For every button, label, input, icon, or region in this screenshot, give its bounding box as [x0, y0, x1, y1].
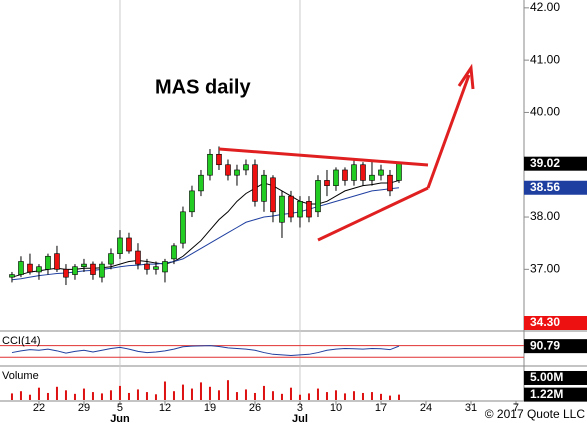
x-tick-label: 26 — [249, 402, 261, 414]
price-tag-label: 38.56 — [530, 180, 560, 194]
candle-body — [144, 263, 150, 270]
cci-tag — [524, 339, 587, 354]
candle-body — [225, 164, 231, 176]
candle-body — [90, 263, 96, 275]
candle-body — [81, 263, 87, 268]
x-tick-label: 5 — [117, 402, 123, 414]
cci-line — [11, 345, 400, 356]
candle-body — [180, 211, 186, 244]
x-tick-label: 22 — [33, 402, 45, 414]
candle-body — [207, 153, 213, 176]
candle-body — [369, 174, 375, 181]
price-tag — [524, 180, 587, 195]
candle-body — [378, 169, 384, 176]
y-tick-label: 40.00 — [530, 105, 560, 119]
month-label: Jun — [110, 413, 130, 423]
candle-body — [297, 201, 303, 218]
candle-body — [270, 177, 276, 213]
candle-body — [396, 163, 402, 181]
chart-title: MAS daily — [155, 76, 251, 98]
candle-body — [279, 195, 285, 223]
support-line — [317, 186, 429, 242]
y-tick-label: 42.00 — [530, 0, 560, 14]
x-tick-label: 24 — [420, 402, 432, 414]
candle-body — [315, 180, 321, 213]
candle-body — [189, 190, 195, 213]
candle-body — [324, 180, 330, 186]
trend-annotation — [218, 63, 475, 242]
x-tick-label: 17 — [375, 402, 387, 414]
y-tick-label: 37.00 — [530, 262, 560, 276]
candle-body — [306, 201, 312, 218]
candle-body — [153, 266, 159, 270]
candle-body — [72, 266, 78, 275]
candle-body — [117, 237, 123, 254]
candle-body — [135, 250, 141, 265]
price-tag-label: 34.30 — [530, 315, 560, 329]
candle-body — [45, 255, 51, 270]
candle-body — [252, 164, 258, 202]
candle-body — [288, 195, 294, 218]
candle-body — [261, 174, 267, 202]
breakout-arrow — [426, 74, 471, 189]
candle-body — [18, 261, 24, 275]
month-label: Jul — [292, 413, 308, 423]
volume-tag — [524, 370, 587, 385]
candle-body — [198, 174, 204, 192]
candle-body — [360, 164, 366, 181]
candle-body — [162, 261, 168, 273]
candle-body — [333, 169, 339, 186]
y-tick-label: 38.00 — [530, 209, 560, 223]
arrow-head — [457, 63, 475, 90]
x-tick-label: 31 — [465, 402, 477, 414]
volume-tag — [524, 387, 587, 402]
candle-body — [9, 274, 15, 278]
candle-body — [387, 174, 393, 192]
price-tag-label: 39.02 — [530, 156, 560, 170]
candle-body — [126, 237, 132, 252]
y-tick-label: 41.00 — [530, 52, 560, 66]
candle-body — [54, 253, 60, 270]
price-tag — [524, 156, 587, 171]
candle-body — [243, 164, 249, 171]
x-tick-label: 29 — [78, 402, 90, 414]
cci-tag-label: 90.79 — [530, 338, 560, 352]
resistance-line — [218, 147, 429, 167]
volume-label: Volume — [2, 370, 39, 382]
x-tick-label: 3 — [297, 402, 303, 414]
candle-body — [36, 266, 42, 273]
price-tag — [524, 316, 587, 330]
candle-body — [216, 153, 222, 166]
cci-label: CCI(14) — [2, 335, 41, 347]
x-tick-label: 12 — [159, 402, 171, 414]
x-tick-label: 7 — [513, 402, 519, 414]
candle-body — [171, 245, 177, 260]
copyright: © 2017 Quote LLC — [485, 407, 586, 421]
candle-body — [234, 169, 240, 176]
x-tick-label: 10 — [330, 402, 342, 414]
candle-body — [63, 269, 69, 278]
x-tick-label: 19 — [204, 402, 216, 414]
volume-tag-label: 1.22M — [530, 387, 563, 401]
candle-body — [342, 169, 348, 181]
candle-body — [351, 164, 357, 181]
volume-tag-label: 5.00M — [530, 370, 563, 384]
candle-body — [99, 263, 105, 278]
candle-body — [108, 253, 114, 265]
candle-body — [27, 263, 33, 273]
